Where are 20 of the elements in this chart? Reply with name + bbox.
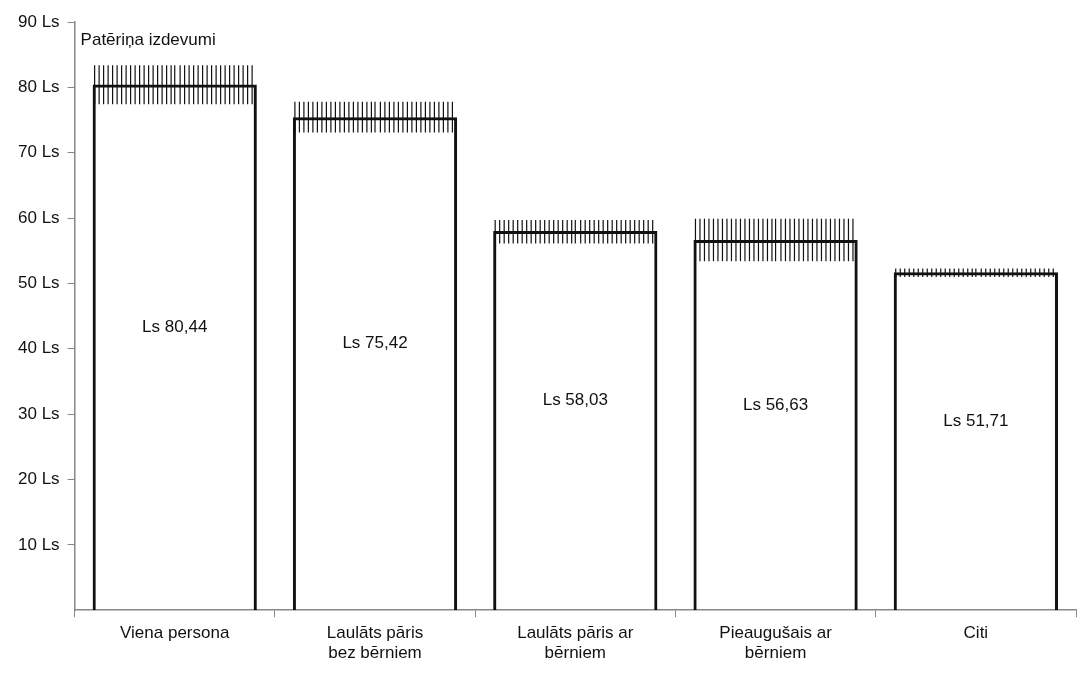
y-tick-label: 90 Ls bbox=[17, 11, 60, 31]
x-tick-label: Laulāts pāris bez bērniem bbox=[326, 623, 424, 663]
y-tick-label: 10 Ls bbox=[17, 534, 60, 554]
y-tick-label: 70 Ls bbox=[17, 142, 60, 162]
data-label: Ls 58,03 bbox=[542, 390, 608, 410]
y-tick-label: 40 Ls bbox=[17, 338, 60, 358]
x-tick-label: Pieaugušais ar bērniem bbox=[719, 623, 833, 663]
data-label: Ls 75,42 bbox=[342, 333, 408, 353]
y-tick-label: 20 Ls bbox=[17, 469, 60, 489]
x-tick-label: Citi bbox=[963, 623, 989, 643]
y-axis-title: Patēriņa izdevumi bbox=[80, 30, 216, 50]
data-label: Ls 56,63 bbox=[742, 394, 809, 414]
data-label: Ls 80,44 bbox=[142, 317, 208, 337]
x-tick-label: Laulāts pāris ar bērniem bbox=[517, 623, 634, 663]
y-tick-label: 60 Ls bbox=[17, 207, 60, 227]
x-tick-label: Viena persona bbox=[120, 623, 230, 643]
y-tick-label: 50 Ls bbox=[17, 273, 60, 293]
data-label: Ls 51,71 bbox=[943, 410, 1009, 430]
y-tick-label: 30 Ls bbox=[17, 403, 60, 423]
y-tick-label: 80 Ls bbox=[17, 77, 60, 97]
